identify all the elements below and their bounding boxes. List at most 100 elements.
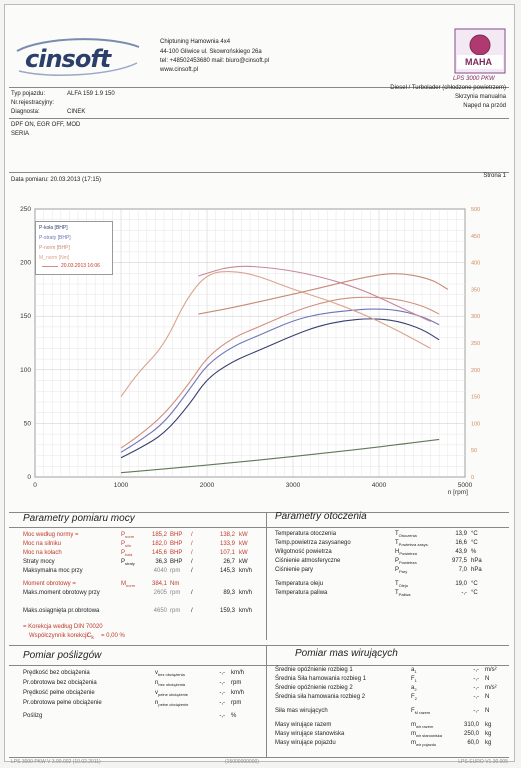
slip-unit: rpm [231, 700, 242, 706]
slip-symbol: vbez obciążenia [155, 670, 185, 677]
env-value: 13,9 [455, 531, 467, 537]
env-unit: hPa [471, 567, 482, 573]
measure-sep: / [191, 568, 193, 574]
mass-unit: N [485, 708, 490, 714]
slip-symbol-sym: v [155, 670, 158, 676]
measure-value-2: 159,3 [219, 608, 235, 614]
env-value: 7,0 [458, 567, 467, 573]
y-right-tick-label: 100 [471, 421, 480, 427]
correction-factor-sub: k [91, 635, 94, 642]
mass-value: 60,0 [467, 740, 479, 746]
mass-unit: N [485, 694, 490, 700]
measure-unit-1: rpm [170, 608, 181, 614]
measure-unit-1: BHP [170, 550, 183, 556]
mass-symbol-sub: 2 [414, 696, 417, 702]
measure-unit-1: rpm [170, 568, 181, 574]
legend-date: 20.03.2013 16:06 [61, 263, 100, 269]
company-website: www.cinsoft.pl [160, 67, 199, 73]
slip-label: Pr.obrotowa pełne obciążenie [23, 700, 102, 706]
measure-value-1: 145,6 [151, 550, 167, 556]
x-tick-label: 2000 [200, 482, 215, 489]
measure-symbol-sub: norm [126, 583, 136, 589]
measure-unit-2: km/h [239, 590, 253, 596]
env-symbol-sym: T [395, 581, 399, 587]
measure-unit-1: BHP [170, 532, 183, 538]
measure-value-1: 4040 [153, 568, 167, 574]
measure-unit-2: kW [239, 559, 248, 565]
measure-unit-1: BHP [170, 559, 183, 565]
x-axis-label: n [rpm] [448, 489, 468, 496]
mass-symbol-sub: wir pojazdu [416, 742, 437, 748]
x-tick-label: 5000 [458, 482, 473, 489]
measure-symbol-sym: P [121, 532, 126, 538]
y-right-tick-label: 50 [471, 448, 477, 454]
measure-label: Moc na silniku [23, 541, 62, 547]
params-title-divider [9, 527, 509, 528]
mass-symbol-sub: 2 [414, 687, 417, 693]
series-line-1 [120, 308, 440, 453]
x-tick-label: 0 [33, 482, 37, 489]
env-symbol-sub: Oleju [398, 583, 409, 589]
notes-line-1: DPF ON, EGR OFF, MOD [11, 122, 81, 128]
slip-label: Pr.obrotowa bez obciążenia [23, 680, 97, 686]
slip-symbol-sym: v [155, 690, 158, 696]
measure-unit-2: kW [239, 541, 248, 547]
mass-unit: m/s² [485, 667, 497, 673]
series-line-3 [120, 270, 431, 397]
y-left-tick-label: 50 [24, 420, 32, 427]
mass-label: Średnie opóźnienie rozbieg 1 [275, 667, 353, 673]
mass-value: -,- [473, 676, 479, 682]
correction-note: = Korekcja według DIN 70020 [23, 624, 103, 630]
measure-label: Moc na kołach [23, 550, 62, 556]
mass-symbol-sym: F [411, 708, 415, 714]
measure-value-2: 107,1 [219, 550, 235, 556]
measure-symbol: Pstraty [121, 559, 135, 566]
correction-factor-value: = 0,00 % [101, 633, 125, 639]
mass-symbol: a1 [411, 667, 417, 674]
slip-unit: km/h [231, 670, 245, 676]
slip-value: -,- [219, 713, 225, 719]
measure-value-2: 133,9 [219, 541, 235, 547]
mass-unit: kg [485, 731, 492, 737]
slip-value: -,- [219, 680, 225, 686]
mass-label: Średnie opóźnienie rozbieg 2 [275, 685, 353, 691]
engine-type: Diesel / Turbolader (chłodzone powietrze… [390, 85, 506, 91]
measure-value-1: 2605 [153, 590, 167, 596]
x-tick-label: 4000 [372, 482, 387, 489]
measure-symbol-sub: siln [125, 543, 132, 549]
measure-value-1: 36,3 [155, 559, 167, 565]
mass-symbol-sym: a [411, 685, 415, 691]
measure-symbol: Mnorm [121, 581, 135, 588]
measure-value-2: 145,3 [219, 568, 235, 574]
mass-label: Średnia Siła hamowania rozbieg 1 [275, 676, 367, 682]
slip-symbol-sub: bez obciążenia [158, 672, 185, 678]
mass-symbol: F2 [411, 694, 417, 701]
y-right-tick-label: 300 [471, 314, 480, 320]
measure-unit-1: rpm [170, 590, 181, 596]
env-symbol: TOtoczenia [395, 531, 417, 538]
correction-factor-label: Współczynnik korekcji: [29, 633, 90, 639]
mass-symbol: F1 [411, 676, 417, 683]
y-left-tick-label: 250 [20, 206, 31, 213]
measure-value-2: 89,3 [223, 590, 235, 596]
x-tick-label: 3000 [286, 482, 301, 489]
slip-label: Prędkość pełne obciążenie [23, 690, 95, 696]
y-left-tick-label: 150 [20, 313, 31, 320]
measure-unit-2: kW [239, 532, 248, 538]
logo-swoosh-icon [16, 38, 140, 76]
correction-factor-symbol: Ck [87, 633, 94, 641]
slip-symbol-sub: pełne obciążenie [158, 692, 189, 698]
env-symbol-sym: T [395, 590, 399, 596]
company-name: Chiptuning Hamownia 4x4 [160, 39, 231, 45]
measure-value-1: 182,0 [151, 541, 167, 547]
lower-top-divider [9, 645, 509, 646]
env-value: 19,0 [455, 581, 467, 587]
mass-value: -,- [473, 694, 479, 700]
report-page: cinsoft Chiptuning Hamownia 4x4 44-100 G… [4, 4, 515, 765]
slip-unit: % [231, 713, 237, 719]
measure-symbol-sub: koła [125, 552, 133, 558]
measure-value-1: 4650 [153, 608, 167, 614]
correction-factor-sym: C [87, 633, 92, 639]
measure-unit-2: km/h [239, 568, 253, 574]
reg-label: Nr.rejestracyjny: [11, 100, 55, 106]
